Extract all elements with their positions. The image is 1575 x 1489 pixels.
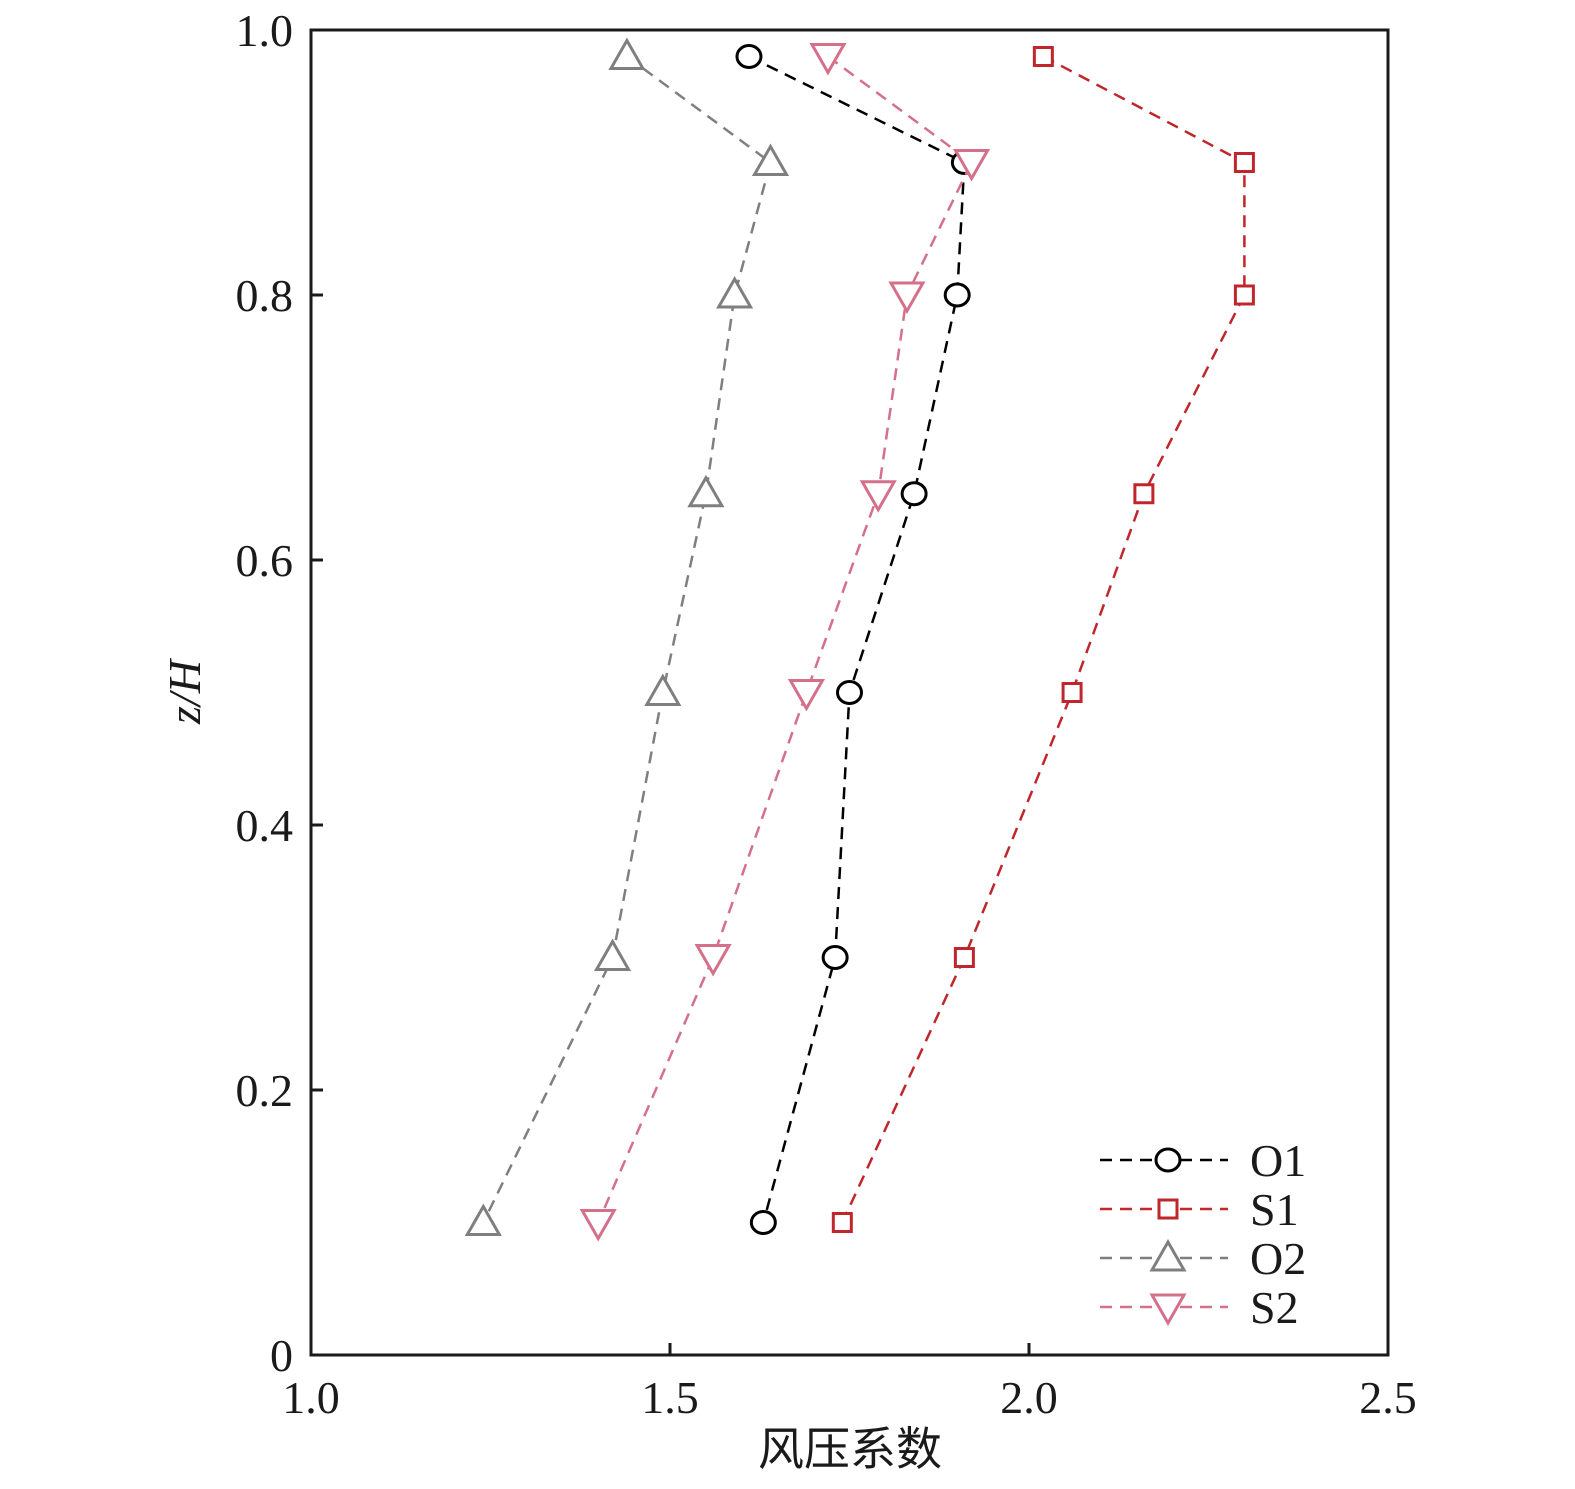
y-tick-label: 0.4 xyxy=(236,800,294,851)
marker xyxy=(1233,284,1255,306)
y-tick-label: 0 xyxy=(270,1330,293,1381)
marker xyxy=(1133,483,1155,505)
legend-marker xyxy=(1149,1238,1187,1272)
x-axis-label: 风压系数 xyxy=(758,1422,942,1476)
x-tick-label: 2.5 xyxy=(1359,1372,1417,1423)
marker xyxy=(735,44,763,69)
marker xyxy=(1233,152,1255,173)
marker xyxy=(836,680,863,705)
legend-label: O1 xyxy=(1250,1135,1306,1186)
marker xyxy=(579,1209,617,1242)
y-tick-label: 0.8 xyxy=(236,270,294,321)
y-tick-label: 0.6 xyxy=(236,535,294,586)
marker xyxy=(787,679,826,712)
legend-label: O2 xyxy=(1250,1233,1306,1284)
series-line xyxy=(748,55,966,1223)
marker xyxy=(953,947,975,968)
marker xyxy=(644,673,682,706)
series-line xyxy=(841,55,1246,1224)
marker xyxy=(943,282,971,308)
marker xyxy=(859,480,897,513)
marker xyxy=(821,945,849,970)
marker xyxy=(608,37,646,70)
legend-label: S2 xyxy=(1250,1282,1299,1333)
marker xyxy=(593,938,632,971)
y-axis-label: z/H xyxy=(159,657,210,725)
marker xyxy=(751,143,790,176)
marker xyxy=(687,474,725,508)
y-tick-label: 0.2 xyxy=(236,1065,294,1116)
marker xyxy=(749,1210,777,1235)
marker xyxy=(952,149,991,182)
x-tick-label: 2.0 xyxy=(1000,1372,1058,1423)
x-tick-label: 1.5 xyxy=(641,1372,699,1423)
series-line xyxy=(597,55,974,1223)
x-tick-label: 1.0 xyxy=(282,1372,340,1423)
marker xyxy=(716,275,754,309)
legend-marker xyxy=(1149,1293,1187,1327)
marker xyxy=(888,281,926,315)
marker xyxy=(464,1203,502,1236)
marker xyxy=(1061,682,1083,703)
legend-marker xyxy=(1157,1198,1179,1220)
plot-frame xyxy=(309,28,1390,1357)
marker xyxy=(831,1212,853,1233)
marker xyxy=(1032,46,1054,67)
marker xyxy=(809,43,847,76)
series-line xyxy=(482,55,772,1224)
marker xyxy=(694,944,732,977)
y-tick-label: 1.0 xyxy=(236,5,294,56)
legend-label: S1 xyxy=(1250,1184,1299,1235)
marker xyxy=(900,481,928,507)
legend-marker xyxy=(1154,1147,1182,1173)
